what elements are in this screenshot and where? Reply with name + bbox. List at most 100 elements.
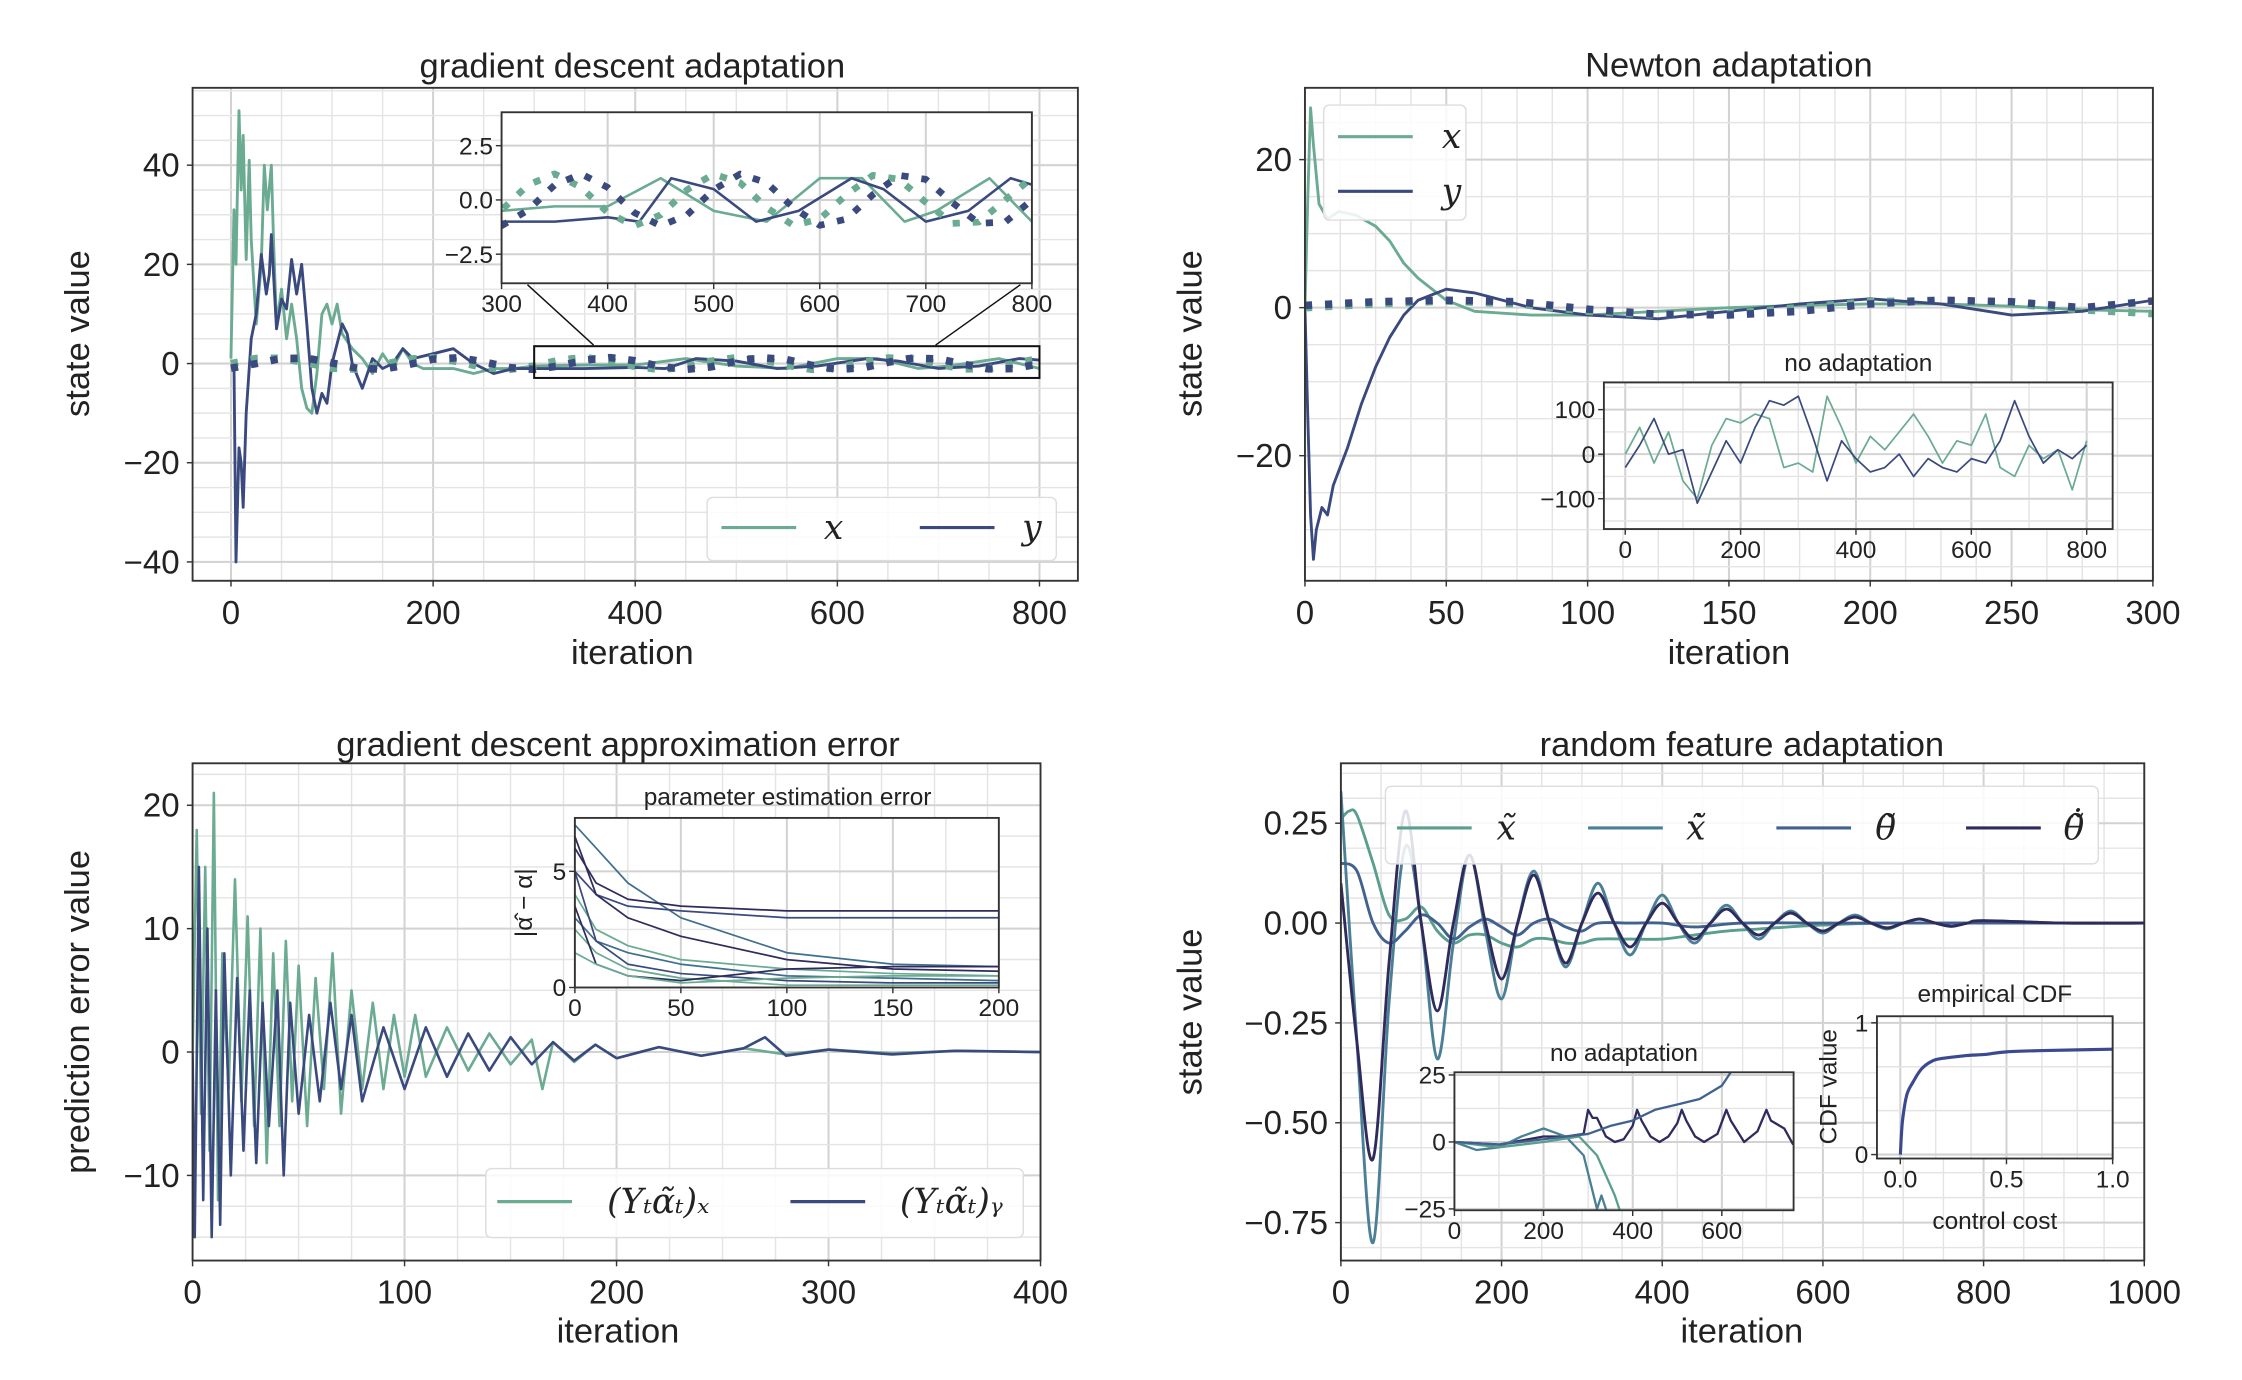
- panel4-axes-ytick-label: 0.00: [1264, 906, 1328, 943]
- panel4-inset-cdf: 0.0 0.5 1.0 0 1: [1855, 1010, 2130, 1193]
- panel4-legend-label: x̃: [1496, 808, 1515, 848]
- panel1-axes-ytick-label: 40: [143, 148, 180, 185]
- panel1-axes-xtick-label: 600: [810, 595, 865, 632]
- panel2-axes-xtick-label: 150: [1701, 595, 1756, 632]
- panel4-axes-xtick-label: 1000: [2108, 1275, 2182, 1312]
- panel3-axes-xtick-label: 0: [183, 1275, 201, 1312]
- panel2-axes-series-line-0: [1304, 106, 2153, 317]
- panel3-title: gradient descent approximation error: [336, 726, 900, 764]
- panel1-title: gradient descent adaptation: [420, 48, 846, 86]
- panel4-inset-cdf-xtick-label: 0.0: [1883, 1166, 1917, 1193]
- panel4-ylabel: state value: [1171, 929, 1209, 1096]
- panel2-inset: 0 200 400 600 800 −100 0 100: [1540, 381, 2114, 564]
- panel4-axes-ytick-label: 0.25: [1264, 806, 1328, 843]
- panel2-inset-series-line-0: [1624, 395, 2088, 500]
- panel2-inset-xtick-label: 400: [1836, 537, 1877, 564]
- panel4-inset-cdf-ytick-label: 0: [1855, 1142, 1869, 1169]
- panel3-axes-xtick-label: 400: [1013, 1275, 1068, 1312]
- panel3-axes-ytick-label: 10: [143, 911, 180, 948]
- panel4-inset2-ylabel: CDF value: [1816, 1029, 1843, 1144]
- panel3-inset-series-line-9: [574, 951, 999, 984]
- panel2-inset-ytick-label: 0: [1582, 442, 1596, 469]
- panel3-legend-label: (Yₜα̃ₜ)ₓ: [607, 1182, 709, 1222]
- panel2-axes-xtick-label: 300: [2125, 595, 2180, 632]
- panel3-inset-xtick-label: 0: [568, 995, 582, 1022]
- panel3-inset-series-line-7: [574, 928, 999, 987]
- panel4-inset2-xlabel: control cost: [1932, 1208, 2057, 1235]
- panel3-inset-series-line-1: [574, 847, 999, 912]
- panel4-inset-no-adaptation-series-line-2: [1454, 1135, 1621, 1211]
- panel2-axes-ytick-label: 0: [1274, 290, 1292, 327]
- panel2-axes-series-reference-line-3: [1304, 296, 2153, 319]
- panel3-inset-xtick-label: 100: [766, 995, 807, 1022]
- panel3-axes-series-line-1: [192, 865, 1041, 1239]
- panel3-axes-xtick-label: 200: [589, 1275, 644, 1312]
- panel2-axes-xtick-label: 50: [1428, 595, 1465, 632]
- panel2-inset-series-line-1: [1624, 395, 2088, 505]
- panel4-inset-cdf-frame: [1876, 1015, 2114, 1160]
- panel3-legend-label: (Yₜα̃ₜ)ᵧ: [900, 1182, 1003, 1222]
- panel4-axes-ytick-label: −0.75: [1244, 1205, 1328, 1242]
- panel1-inset-xtick-label: 300: [481, 291, 522, 318]
- panel4-axes-ytick-label: −0.25: [1244, 1005, 1328, 1042]
- panel1-inset-ytick-label: 0.0: [459, 188, 493, 215]
- panel2-inset-series-group: [1624, 395, 2088, 505]
- panel2-ylabel: state value: [1171, 250, 1209, 417]
- panel1-inset-xtick-label: 700: [905, 291, 946, 318]
- panel4-inset-no-adaptation-series-line-3: [1454, 1072, 1732, 1146]
- panel4-inset-no-adaptation-ytick-label: 0: [1432, 1130, 1446, 1157]
- panel3-inset-ytick-label: 0: [553, 975, 567, 1002]
- panel4-xlabel: iteration: [1681, 1312, 1804, 1350]
- panel4-inset-cdf-xtick-label: 1.0: [2096, 1166, 2130, 1193]
- panel1-inset-series-group: [501, 170, 1032, 230]
- panel2-axes-xtick-label: 200: [1843, 595, 1898, 632]
- panel2-inset-xtick-label: 200: [1720, 537, 1761, 564]
- panel3-axes-ytick-label: 20: [143, 788, 180, 825]
- panel4-legend-box: [1384, 785, 2100, 865]
- panel1-axes-xtick-label: 400: [608, 595, 663, 632]
- panel3-ylabel: prediction error value: [59, 850, 97, 1174]
- panel4-axes-series-line-3: [1340, 809, 2145, 1162]
- panel1-zoom-connector: [935, 284, 1021, 346]
- panel1-inset-ytick-label: 2.5: [459, 133, 493, 160]
- panel1-zoom-connector: [526, 284, 595, 346]
- panel4-title: random feature adaptation: [1540, 726, 1945, 764]
- panel2-xlabel: iteration: [1668, 634, 1791, 672]
- panel4-axes-xtick-label: 800: [1956, 1275, 2011, 1312]
- panel3-axes-xtick-label: 300: [801, 1275, 856, 1312]
- panel4-axes-xtick-label: 600: [1795, 1275, 1850, 1312]
- panel2-axes-xtick-label: 250: [1984, 595, 2039, 632]
- panel1-inset-series-line-0: [501, 176, 1032, 223]
- panel3-axes-ytick-label: −10: [124, 1158, 180, 1195]
- panel2-inset-ytick-label: −100: [1540, 486, 1595, 513]
- panel2-inset-xtick-label: 0: [1618, 537, 1632, 564]
- panel1-inset-series-reference-line-3: [501, 170, 1032, 230]
- panel4-axes-frame: [1339, 762, 2146, 1262]
- panel4-inset-no-adaptation-series-group: [1454, 1072, 1794, 1211]
- panel2-axes-series-line-1: [1304, 287, 2153, 561]
- panel2-axes-series-group: [1304, 106, 2153, 561]
- panel3-inset-series-line-0: [574, 824, 999, 968]
- panel4-axes-xtick-label: 400: [1635, 1275, 1690, 1312]
- panel2-inset-frame: [1602, 381, 2114, 530]
- panel1-inset-background: [501, 112, 1032, 284]
- panel1-inset-frame: [500, 111, 1033, 285]
- panel4-legend: x̃ x̃̇ θ̃ θ̃̇: [1384, 785, 2100, 865]
- panel1-zoom-region: [533, 345, 1041, 379]
- panel1-legend-box: [706, 496, 1058, 562]
- panel3-inset-series-line-6: [574, 871, 999, 984]
- panel4-legend-label: θ̃̇: [2063, 806, 2084, 848]
- panel4-inset-cdf-series-line-0: [1898, 1047, 2113, 1155]
- panel4-axes-xtick-label: 0: [1332, 1275, 1350, 1312]
- panel2-axes-ytick-label: −20: [1236, 438, 1292, 475]
- panel1-axes-series-reference-line-3: [230, 353, 1041, 374]
- panel1-axes-ytick-label: −40: [124, 544, 180, 581]
- panel4-inset-no-adaptation-ytick-label: −25: [1404, 1197, 1445, 1224]
- panel1-inset-xtick-label: 500: [693, 291, 734, 318]
- panel4-inset-cdf-background: [1876, 1016, 2113, 1159]
- panel1-axes-series-group: [229, 109, 1041, 564]
- panel3-xlabel: iteration: [557, 1312, 680, 1350]
- panel1-inset: 300 400 500 600 700 800 −2.5 0.0 2.5: [445, 111, 1052, 318]
